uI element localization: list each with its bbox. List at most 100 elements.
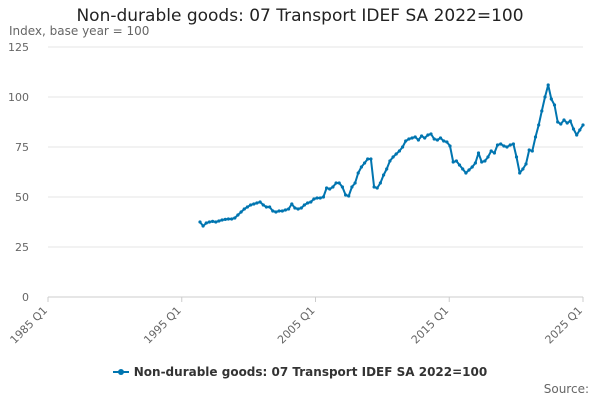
data-point[interactable] <box>508 143 512 147</box>
data-point[interactable] <box>255 201 259 205</box>
data-point[interactable] <box>552 103 557 107</box>
data-point[interactable] <box>397 149 401 153</box>
data-point[interactable] <box>299 206 303 210</box>
legend[interactable]: Non-durable goods: 07 Transport IDEF SA … <box>0 365 600 379</box>
data-point[interactable] <box>505 145 509 149</box>
data-point[interactable] <box>530 149 534 153</box>
data-point[interactable] <box>423 136 427 140</box>
data-point[interactable] <box>328 187 332 191</box>
data-point[interactable] <box>274 210 278 214</box>
data-point[interactable] <box>533 135 538 139</box>
data-point[interactable] <box>366 157 370 161</box>
data-point[interactable] <box>201 224 205 228</box>
data-point[interactable] <box>521 167 525 171</box>
data-point[interactable] <box>448 144 452 148</box>
data-point[interactable] <box>347 194 351 198</box>
data-point[interactable] <box>420 134 424 138</box>
data-point[interactable] <box>312 197 316 201</box>
data-point[interactable] <box>438 136 443 140</box>
data-point[interactable] <box>461 167 465 171</box>
data-point[interactable] <box>407 137 411 141</box>
data-point[interactable] <box>559 122 563 126</box>
data-point[interactable] <box>445 140 449 144</box>
data-point[interactable] <box>331 185 335 189</box>
data-point[interactable] <box>245 205 249 209</box>
data-point[interactable] <box>382 173 386 177</box>
data-point[interactable] <box>486 155 490 159</box>
data-point[interactable] <box>271 209 275 213</box>
data-point[interactable] <box>211 219 215 223</box>
data-point[interactable] <box>236 213 240 217</box>
data-point[interactable] <box>451 160 455 164</box>
data-point[interactable] <box>280 209 284 213</box>
data-point[interactable] <box>340 185 344 189</box>
data-point[interactable] <box>378 181 382 185</box>
data-point[interactable] <box>470 165 474 169</box>
data-point[interactable] <box>492 151 496 155</box>
data-point[interactable] <box>204 221 208 225</box>
data-point[interactable] <box>568 119 572 123</box>
data-point[interactable] <box>258 200 262 204</box>
data-point[interactable] <box>388 159 392 163</box>
data-point[interactable] <box>457 163 462 167</box>
data-point[interactable] <box>325 186 329 190</box>
data-point[interactable] <box>467 168 471 172</box>
data-point[interactable] <box>404 139 408 143</box>
data-point[interactable] <box>435 138 439 142</box>
data-point[interactable] <box>571 127 576 131</box>
data-point[interactable] <box>233 216 237 220</box>
data-point[interactable] <box>391 155 395 159</box>
data-point[interactable] <box>359 165 363 169</box>
data-point[interactable] <box>315 196 319 200</box>
data-point[interactable] <box>518 171 522 175</box>
data-point[interactable] <box>277 209 281 213</box>
data-point[interactable] <box>296 207 300 211</box>
data-point[interactable] <box>372 185 376 189</box>
data-point[interactable] <box>264 205 268 209</box>
data-point[interactable] <box>413 135 417 139</box>
data-point[interactable] <box>309 200 313 204</box>
data-point[interactable] <box>499 142 503 146</box>
data-point[interactable] <box>543 95 547 99</box>
data-point[interactable] <box>356 171 360 175</box>
data-point[interactable] <box>489 149 493 153</box>
data-point[interactable] <box>454 159 458 163</box>
data-point[interactable] <box>385 167 389 171</box>
data-point[interactable] <box>480 160 484 164</box>
data-point[interactable] <box>283 208 287 212</box>
data-point[interactable] <box>242 207 246 211</box>
data-point[interactable] <box>223 217 227 221</box>
data-point[interactable] <box>220 218 224 222</box>
data-point[interactable] <box>401 145 405 149</box>
data-point[interactable] <box>353 181 357 185</box>
data-point[interactable] <box>207 220 211 224</box>
data-point[interactable] <box>290 202 294 206</box>
data-point[interactable] <box>549 97 553 101</box>
data-point[interactable] <box>546 83 550 87</box>
data-point[interactable] <box>464 171 468 175</box>
data-point[interactable] <box>226 217 230 221</box>
data-point[interactable] <box>565 121 569 125</box>
data-point[interactable] <box>321 195 325 199</box>
data-point[interactable] <box>416 138 420 142</box>
data-point[interactable] <box>483 159 487 163</box>
data-point[interactable] <box>540 109 544 113</box>
data-point[interactable] <box>410 136 414 140</box>
data-point[interactable] <box>306 201 310 205</box>
data-point[interactable] <box>268 205 272 209</box>
data-point[interactable] <box>524 162 528 166</box>
data-point[interactable] <box>261 203 265 207</box>
data-point[interactable] <box>581 123 585 127</box>
data-point[interactable] <box>369 157 373 161</box>
data-point[interactable] <box>363 161 367 165</box>
data-point[interactable] <box>511 142 515 146</box>
data-point[interactable] <box>556 120 560 124</box>
data-point[interactable] <box>293 206 297 210</box>
data-point[interactable] <box>502 144 506 148</box>
data-point[interactable] <box>575 133 579 137</box>
data-point[interactable] <box>394 152 398 156</box>
data-point[interactable] <box>514 155 519 159</box>
data-point[interactable] <box>527 148 531 152</box>
data-point[interactable] <box>239 210 243 214</box>
data-point[interactable] <box>578 128 582 132</box>
